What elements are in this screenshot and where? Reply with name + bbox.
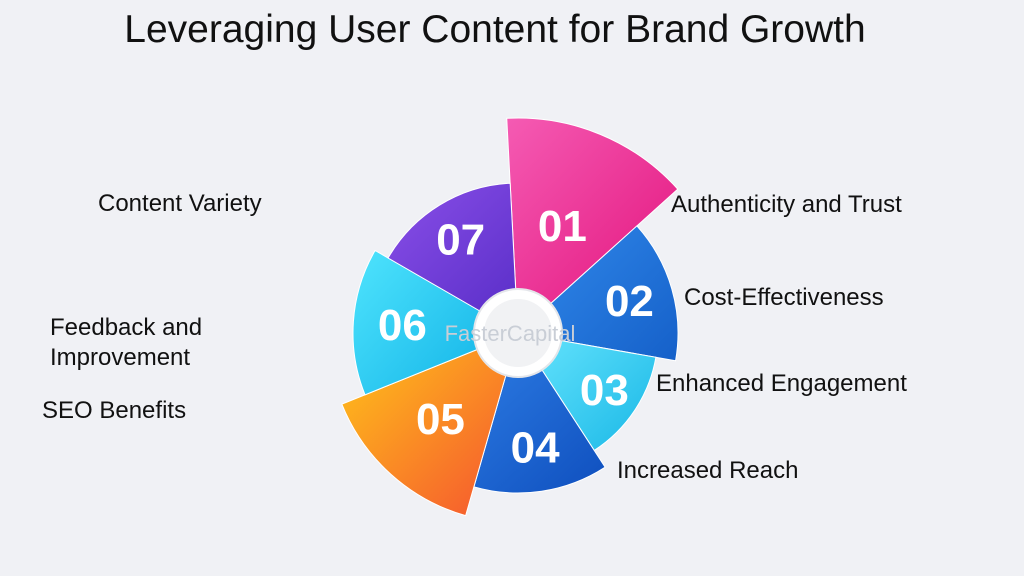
segment-number-03: 03 <box>580 366 629 415</box>
page-title: Leveraging User Content for Brand Growth <box>124 8 866 51</box>
label-seo-benefits: SEO Benefits <box>42 397 187 424</box>
label-cost-effectiveness: Cost-Effectiveness <box>684 284 884 311</box>
segment-number-02: 02 <box>605 277 654 326</box>
segment-number-06: 06 <box>378 301 427 350</box>
segment-number-07: 07 <box>436 215 485 264</box>
watermark-text: FasterCapital <box>445 321 576 346</box>
segment-number-05: 05 <box>416 395 465 444</box>
segment-number-04: 04 <box>511 424 560 473</box>
label-authenticity-and-trust: Authenticity and Trust <box>671 191 902 218</box>
segment-number-01: 01 <box>538 202 587 251</box>
label-feedback-and-improvement: Feedback and Improvement <box>50 314 203 371</box>
label-content-variety: Content Variety <box>98 190 262 217</box>
label-increased-reach: Increased Reach <box>617 457 799 484</box>
label-enhanced-engagement: Enhanced Engagement <box>656 370 907 397</box>
center-hub <box>484 299 552 367</box>
